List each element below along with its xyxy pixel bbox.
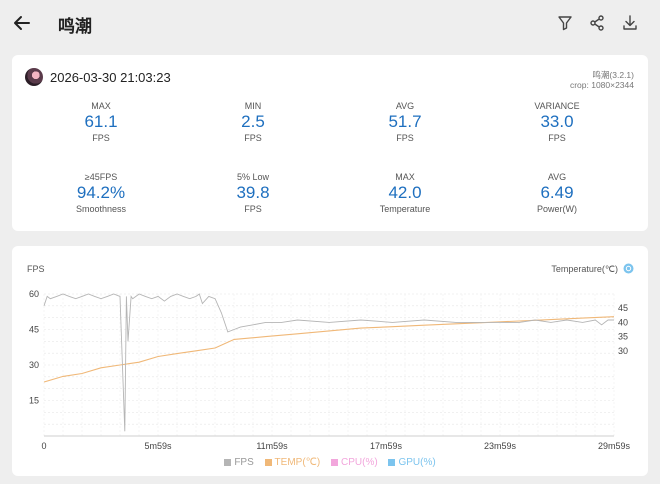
fps-series-line bbox=[43, 293, 614, 432]
temperature-info-icon[interactable] bbox=[623, 263, 634, 274]
back-arrow-icon[interactable] bbox=[12, 13, 32, 33]
stat-label: 5% Low bbox=[236, 172, 270, 182]
stat-unit: Smoothness bbox=[75, 204, 127, 214]
legend-label: TEMP(℃) bbox=[274, 457, 321, 468]
stat-value: 33.0 bbox=[540, 112, 574, 131]
filter-icon[interactable] bbox=[556, 14, 574, 32]
y-left-tick-label: 60 bbox=[29, 289, 39, 299]
stat-value: 2.5 bbox=[241, 112, 265, 131]
crop-info: crop: 1080×2344 bbox=[569, 80, 634, 90]
stat-unit: Power(W) bbox=[537, 204, 577, 214]
stat-label: AVG bbox=[547, 172, 567, 182]
stat-label: MIN bbox=[244, 101, 262, 111]
stat-value: 94.2% bbox=[76, 183, 126, 202]
stat-unit: FPS bbox=[92, 133, 110, 143]
right-axis-title: Temperature(℃) bbox=[551, 264, 618, 274]
stat-max-fps: MAX 61.1 FPS bbox=[36, 101, 166, 143]
y-left-tick-label: 45 bbox=[29, 325, 39, 335]
stat-smoothness: ≥45FPS 94.2% Smoothness bbox=[36, 172, 166, 214]
x-tick-label: 29m59s bbox=[598, 441, 631, 451]
y-left-tick-label: 15 bbox=[29, 396, 39, 406]
stat-value: 61.1 bbox=[84, 112, 118, 131]
x-tick-label: 17m59s bbox=[370, 441, 403, 451]
avatar bbox=[25, 68, 43, 86]
x-tick-label: 0 bbox=[41, 441, 46, 451]
summary-card: 2026-03-30 21:03:23 鸣潮(3.2.1) crop: 1080… bbox=[12, 55, 648, 231]
y-right-tick-label: 30 bbox=[618, 346, 628, 356]
stat-max-temp: MAX 42.0 Temperature bbox=[340, 172, 470, 214]
y-right-tick-label: 45 bbox=[618, 303, 628, 313]
legend-label: CPU(%) bbox=[341, 457, 378, 468]
session-datetime: 2026-03-30 21:03:23 bbox=[50, 70, 171, 85]
stat-value: 51.7 bbox=[388, 112, 422, 131]
temp-series-line bbox=[43, 316, 615, 383]
stat-avg-power: AVG 6.49 Power(W) bbox=[492, 172, 622, 214]
legend-item-cpu[interactable]: CPU(%) bbox=[331, 457, 378, 468]
stat-unit: Temperature bbox=[379, 204, 431, 214]
y-right-tick-label: 40 bbox=[618, 317, 628, 327]
stat-min-fps: MIN 2.5 FPS bbox=[188, 101, 318, 143]
stat-label: VARIANCE bbox=[534, 101, 580, 111]
legend-label: GPU(%) bbox=[398, 457, 436, 468]
legend-item-gpu[interactable]: GPU(%) bbox=[388, 457, 436, 468]
legend-swatch bbox=[224, 458, 232, 466]
stat-value: 6.49 bbox=[540, 183, 574, 202]
stat-label: AVG bbox=[395, 101, 415, 111]
stat-variance: VARIANCE 33.0 FPS bbox=[492, 101, 622, 143]
stat-unit: FPS bbox=[396, 133, 414, 143]
stat-label: MAX bbox=[395, 172, 415, 182]
y-right-tick-label: 35 bbox=[618, 332, 628, 342]
stat-avg-fps: AVG 51.7 FPS bbox=[340, 101, 470, 143]
legend-swatch bbox=[264, 458, 272, 466]
legend-item-temp[interactable]: TEMP(℃) bbox=[264, 457, 321, 468]
legend-swatch bbox=[388, 458, 396, 466]
share-icon[interactable] bbox=[588, 14, 606, 32]
stat-value: 42.0 bbox=[388, 183, 422, 202]
legend-label: FPS bbox=[234, 457, 254, 468]
x-tick-label: 5m59s bbox=[144, 441, 172, 451]
stat-unit: FPS bbox=[548, 133, 566, 143]
app-version: 鸣潮(3.2.1) bbox=[592, 70, 634, 80]
x-tick-label: 23m59s bbox=[484, 441, 517, 451]
left-axis-title: FPS bbox=[27, 264, 45, 274]
stat-unit: FPS bbox=[244, 133, 262, 143]
stat-unit: FPS bbox=[244, 204, 262, 214]
stat-label: ≥45FPS bbox=[84, 172, 118, 182]
stat-value: 39.8 bbox=[236, 183, 270, 202]
legend-swatch bbox=[331, 458, 338, 466]
legend-item-fps[interactable]: FPS bbox=[224, 457, 254, 468]
stat-label: MAX bbox=[91, 101, 111, 111]
chart-legend: FPS TEMP(℃) CPU(%) GPU(%) bbox=[12, 457, 648, 468]
chart-card: FPS Temperature(℃) 60 45 30 15 45 40 35 30 0 5m59… bbox=[12, 246, 648, 476]
top-bar: 鸣潮 bbox=[0, 0, 660, 46]
x-tick-label: 11m59s bbox=[256, 441, 288, 451]
download-icon[interactable] bbox=[621, 14, 639, 32]
stat-5pct-low: 5% Low 39.8 FPS bbox=[188, 172, 318, 214]
y-left-tick-label: 30 bbox=[29, 360, 39, 370]
page-title: 鸣潮 bbox=[58, 17, 92, 36]
performance-chart: 60 45 30 15 45 40 35 30 0 5m59s 11m59s 17m59s 23m59s… bbox=[29, 289, 631, 451]
